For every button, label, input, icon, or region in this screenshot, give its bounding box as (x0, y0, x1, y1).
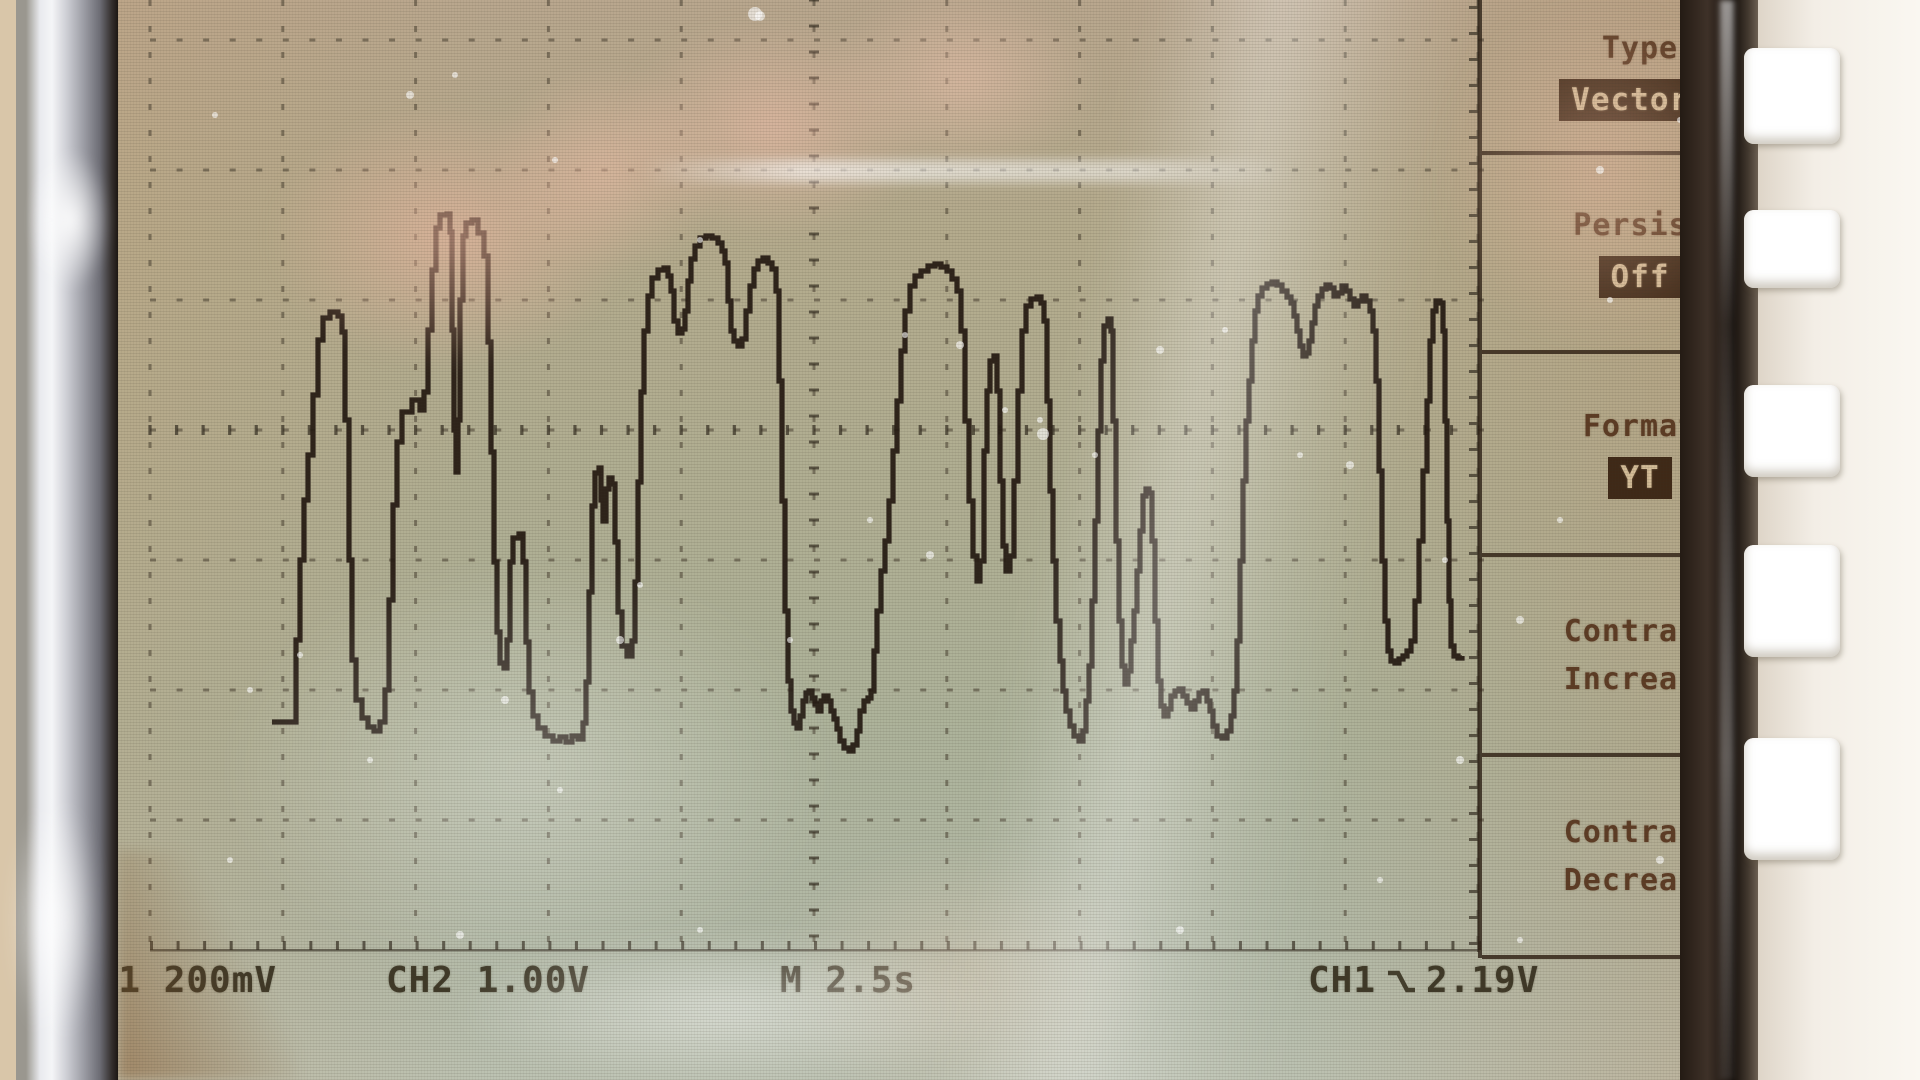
lcd-screen: Type Vectors Persist Off Format YT Contr… (73, 0, 1798, 1080)
menu-label: Type (1601, 30, 1679, 66)
timebase-text: M 2.5s (780, 960, 917, 1001)
chassis-right (1744, 0, 1920, 1080)
menu-value-highlighted: Off (1598, 255, 1682, 298)
menu-separator-line (1478, 0, 1482, 958)
bezel-glare (30, 150, 110, 290)
bezel-glare (10, 800, 100, 1040)
trigger-readout: CH1 2.19V (1308, 960, 1539, 1001)
menu-value-highlighted: YT (1608, 456, 1672, 499)
bezel-button[interactable] (1744, 545, 1840, 657)
falling-edge-icon (1388, 970, 1416, 992)
menu-divider (1482, 553, 1798, 557)
menu-divider (1482, 955, 1798, 959)
bezel-button[interactable] (1744, 738, 1840, 860)
bezel-button[interactable] (1744, 210, 1840, 288)
trigger-level-text: 2.19V (1426, 960, 1540, 1001)
menu-divider (1482, 151, 1798, 155)
bezel-glare (1720, 0, 1734, 1080)
bezel-button[interactable] (1744, 385, 1840, 477)
ch2-scale-readout: CH2 1.00V (386, 960, 590, 1001)
menu-label: Format (1582, 408, 1698, 444)
bezel-button[interactable] (1744, 48, 1840, 144)
bezel-left (0, 0, 118, 1080)
timebase-readout: M 2.5s (780, 960, 916, 1001)
bezel-right (1680, 0, 1758, 1080)
menu-item-format[interactable]: Format YT (1482, 354, 1798, 553)
menu-divider (1482, 753, 1798, 757)
ch2-scale-text: CH2 1.00V (386, 960, 591, 1001)
menu-divider (1482, 350, 1798, 354)
trigger-source-text: CH1 (1308, 960, 1377, 1001)
